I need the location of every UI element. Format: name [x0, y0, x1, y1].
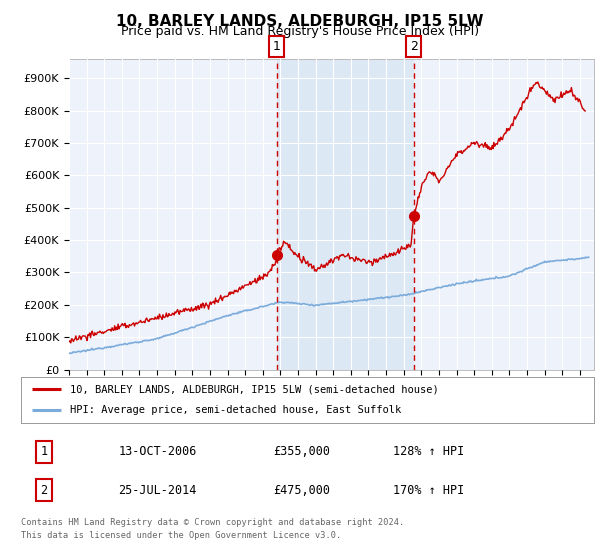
Bar — [277, 59, 413, 370]
Text: 25-JUL-2014: 25-JUL-2014 — [118, 483, 197, 497]
Text: 2: 2 — [410, 40, 418, 53]
Text: 1: 1 — [40, 445, 47, 459]
Text: 1: 1 — [273, 40, 281, 53]
Text: HPI: Average price, semi-detached house, East Suffolk: HPI: Average price, semi-detached house,… — [70, 405, 401, 416]
Text: 128% ↑ HPI: 128% ↑ HPI — [394, 445, 465, 459]
Text: 2: 2 — [40, 483, 47, 497]
Text: £355,000: £355,000 — [273, 445, 330, 459]
Text: 10, BARLEY LANDS, ALDEBURGH, IP15 5LW (semi-detached house): 10, BARLEY LANDS, ALDEBURGH, IP15 5LW (s… — [70, 384, 439, 394]
Text: Price paid vs. HM Land Registry's House Price Index (HPI): Price paid vs. HM Land Registry's House … — [121, 25, 479, 38]
Text: Contains HM Land Registry data © Crown copyright and database right 2024.
This d: Contains HM Land Registry data © Crown c… — [21, 518, 404, 539]
Text: £475,000: £475,000 — [273, 483, 330, 497]
Text: 13-OCT-2006: 13-OCT-2006 — [118, 445, 197, 459]
Text: 170% ↑ HPI: 170% ↑ HPI — [394, 483, 465, 497]
Text: 10, BARLEY LANDS, ALDEBURGH, IP15 5LW: 10, BARLEY LANDS, ALDEBURGH, IP15 5LW — [116, 14, 484, 29]
